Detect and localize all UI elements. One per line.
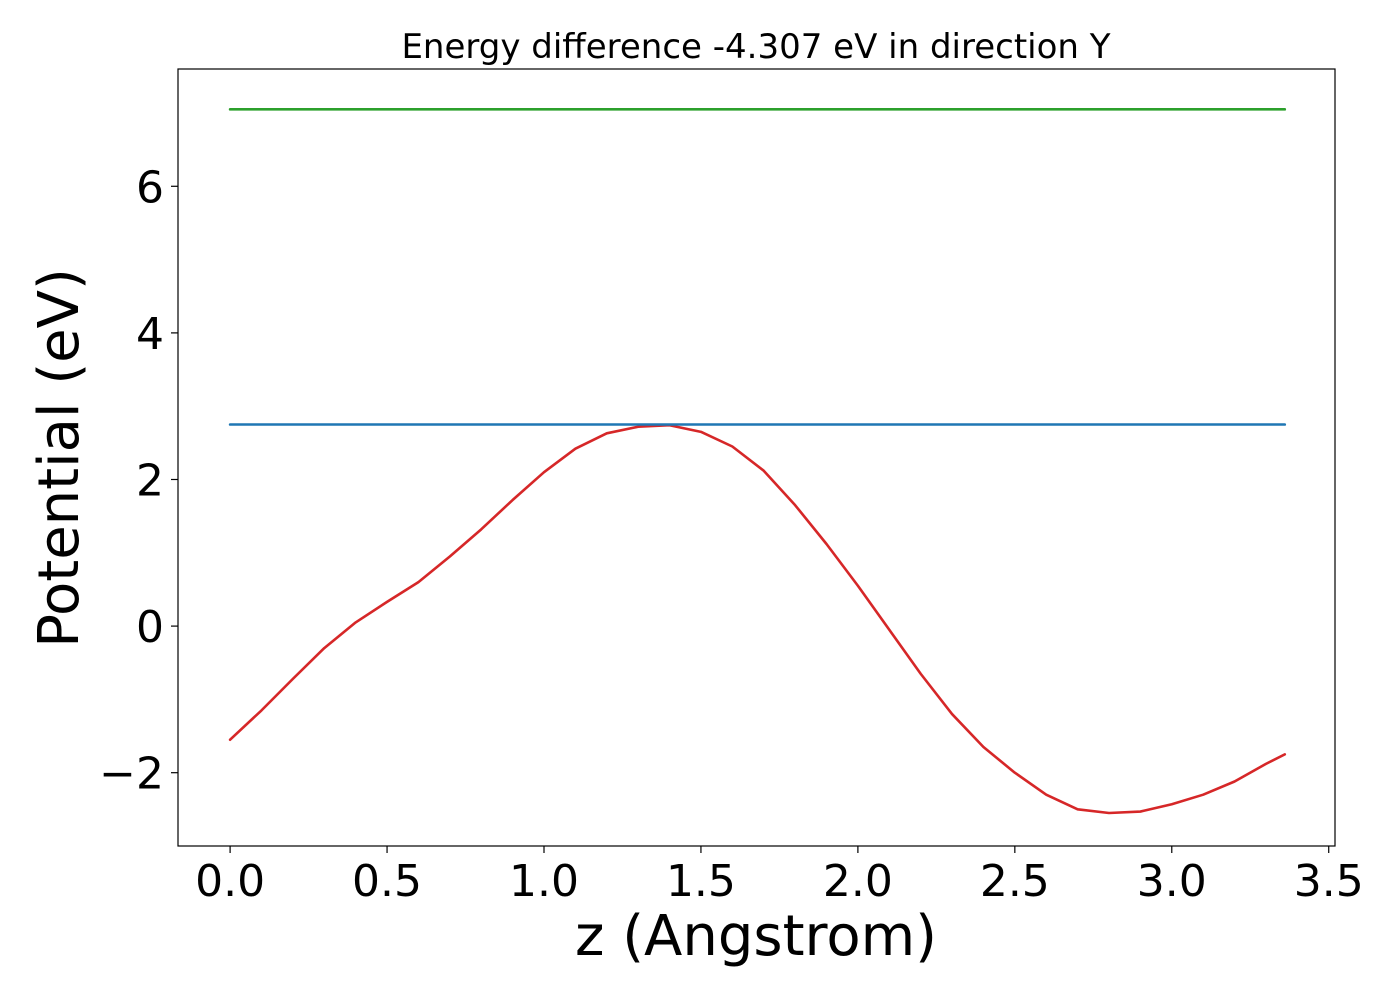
x-tick-label: 0.0 <box>195 856 265 907</box>
x-axis-ticks: 0.0 0.5 1.0 1.5 2.0 2.5 3.0 3.5 <box>195 846 1364 907</box>
y-tick-label: 0 <box>136 602 164 653</box>
y-axis-ticks: −2 0 2 4 6 <box>99 162 178 800</box>
x-tick-label: 2.0 <box>823 856 893 907</box>
y-axis-label: Potential (eV) <box>27 268 92 648</box>
x-tick-label: 3.0 <box>1137 856 1207 907</box>
chart-title: Energy difference -4.307 eV in direction… <box>401 27 1110 67</box>
y-tick-label: 6 <box>136 162 164 213</box>
x-tick-label: 2.5 <box>980 856 1050 907</box>
plot-area <box>228 108 1287 815</box>
y-tick-label: 2 <box>136 455 164 506</box>
y-tick-label: 4 <box>136 309 164 360</box>
y-tick-label: −2 <box>99 749 164 800</box>
series-line-0 <box>228 423 1287 815</box>
x-tick-label: 1.0 <box>509 856 579 907</box>
plot-frame <box>177 68 1336 847</box>
x-tick-label: 1.5 <box>666 856 736 907</box>
x-tick-label: 3.5 <box>1294 856 1364 907</box>
x-tick-label: 0.5 <box>352 856 422 907</box>
x-axis-label: z (Angstrom) <box>575 904 937 969</box>
